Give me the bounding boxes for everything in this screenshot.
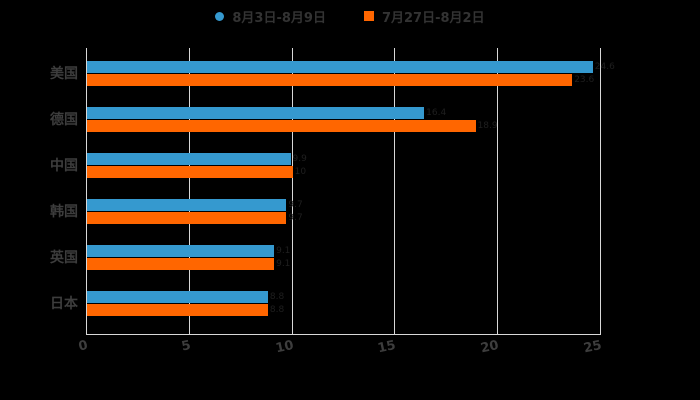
x-tick-label-15: 15 bbox=[376, 338, 398, 357]
y-axis-line bbox=[86, 48, 87, 334]
bar-series2-cat5 bbox=[87, 304, 268, 316]
x-tick-label-10: 10 bbox=[273, 338, 295, 357]
bar-series2-cat3 bbox=[87, 212, 287, 224]
value-label-series2-cat4: 9.1 bbox=[276, 259, 291, 269]
chart-legend: 8月3日-8月9日 7月27日-8月2日 bbox=[0, 4, 700, 28]
category-label-0: 美国 bbox=[50, 65, 78, 82]
legend-item-week-previous[interactable]: 7月27日-8月2日 bbox=[363, 7, 485, 26]
legend-item-week-current[interactable]: 8月3日-8月9日 bbox=[215, 7, 326, 26]
category-label-3: 韩国 bbox=[50, 203, 78, 220]
bar-series2-cat1 bbox=[87, 120, 476, 132]
gridline-x-20 bbox=[497, 48, 499, 334]
gridline-x-15 bbox=[394, 48, 396, 334]
legend-circle-marker-icon bbox=[215, 11, 225, 21]
value-label-series1-cat4: 9.1 bbox=[276, 246, 291, 256]
bar-series1-cat5 bbox=[87, 291, 268, 303]
value-label-series2-cat3: 9.7 bbox=[288, 213, 303, 223]
value-label-series2-cat1: 18.9 bbox=[477, 121, 498, 131]
x-tick-label-20: 20 bbox=[479, 338, 501, 357]
x-tick-label-0: 0 bbox=[77, 338, 90, 355]
gridline-x-5 bbox=[188, 48, 190, 334]
value-label-series2-cat5: 8.8 bbox=[269, 305, 285, 315]
legend-square-marker-icon bbox=[363, 11, 374, 21]
legend-label-week-previous: 7月27日-8月2日 bbox=[381, 10, 485, 26]
x-axis-line bbox=[86, 334, 601, 335]
bar-series1-cat1 bbox=[87, 107, 425, 119]
category-label-5: 日本 bbox=[50, 295, 78, 312]
value-label-series1-cat1: 16.4 bbox=[426, 108, 447, 118]
category-label-1: 德国 bbox=[50, 111, 78, 128]
bar-series1-cat4 bbox=[87, 245, 275, 257]
legend-label-week-current: 8月3日-8月9日 bbox=[232, 10, 326, 26]
value-label-series2-cat2: 10 bbox=[294, 167, 307, 177]
category-label-4: 英国 bbox=[50, 249, 78, 266]
bar-series2-cat0 bbox=[87, 74, 573, 86]
bar-series2-cat4 bbox=[87, 258, 275, 270]
bar-series1-cat0 bbox=[87, 61, 593, 73]
gridline-x-25 bbox=[600, 48, 601, 334]
bar-series1-cat3 bbox=[87, 199, 287, 211]
value-label-series1-cat3: 9.7 bbox=[288, 200, 303, 210]
gridline-x-10 bbox=[291, 48, 293, 334]
value-label-series2-cat0: 23.6 bbox=[574, 75, 595, 85]
value-label-series1-cat2: 9.9 bbox=[292, 154, 307, 164]
bar-series1-cat2 bbox=[87, 153, 291, 165]
bar-series2-cat2 bbox=[87, 166, 293, 178]
x-tick-label-25: 25 bbox=[582, 338, 604, 357]
value-label-series1-cat0: 24.6 bbox=[594, 62, 615, 72]
value-label-series1-cat5: 8.8 bbox=[269, 292, 285, 302]
x-tick-label-5: 5 bbox=[179, 338, 192, 355]
category-label-2: 中国 bbox=[50, 157, 78, 174]
